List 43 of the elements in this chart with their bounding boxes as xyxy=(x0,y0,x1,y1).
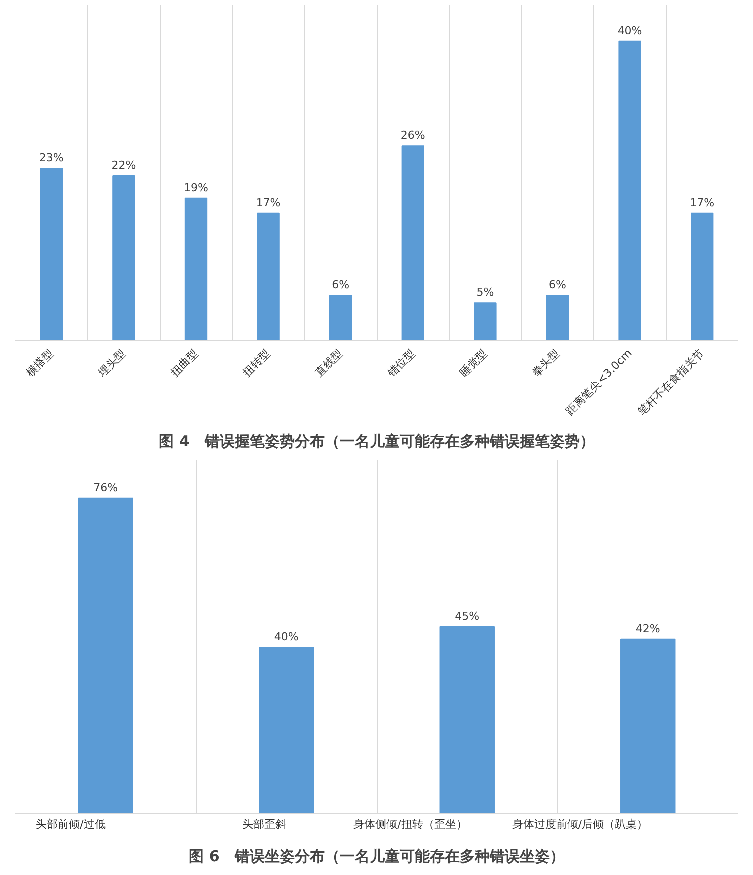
data-label: 6% xyxy=(549,278,566,292)
data-label: 17% xyxy=(256,196,281,210)
x-tick-label: 错位型 xyxy=(384,346,418,380)
bar xyxy=(257,212,280,340)
text: 图 6 错误坐姿分布（一名儿童可能存在多种错误坐姿） xyxy=(189,848,565,866)
data-label: 6% xyxy=(332,278,350,292)
x-tick-label: 笔杆不在食指关节 xyxy=(636,346,707,418)
x-tick-label: 头部前倾/过低 xyxy=(36,818,106,831)
x-tick-label: 头部歪斜 xyxy=(242,818,287,831)
x-tick-label: 睡觉型 xyxy=(458,346,490,380)
x-tick-label: 身体侧倾/扭转（歪坐） xyxy=(354,818,468,831)
bar xyxy=(259,647,314,814)
x-tick-label: 埋头型 xyxy=(95,346,129,380)
x-tick-label: 直线型 xyxy=(312,346,346,380)
data-label: 40% xyxy=(618,24,642,38)
data-label: 5% xyxy=(476,286,494,300)
data-label: 42% xyxy=(636,622,660,636)
x-tick-label: 拳头型 xyxy=(530,346,562,380)
text: 图 4 错误握笔姿势分布（一名儿童可能存在多种错误握笔姿势） xyxy=(159,432,595,450)
bar xyxy=(330,295,352,340)
x-tick-label: 扭转型 xyxy=(240,346,274,380)
data-label: 76% xyxy=(94,481,118,494)
x-tick-label: 扭曲型 xyxy=(168,346,201,380)
bar xyxy=(78,498,134,814)
bar xyxy=(112,175,136,340)
bar xyxy=(691,212,714,340)
bar xyxy=(620,638,676,814)
data-label: 40% xyxy=(274,630,299,644)
data-label: 22% xyxy=(112,158,136,172)
x-tick-label: 横搭型 xyxy=(24,346,56,380)
bar xyxy=(40,168,63,340)
bar xyxy=(184,198,208,340)
data-label: 26% xyxy=(400,129,426,142)
data-label: 23% xyxy=(39,152,64,165)
bar xyxy=(546,295,570,340)
bar xyxy=(402,146,424,340)
bar xyxy=(618,40,642,340)
x-tick-label: 身体过度前倾/后倾（趴桌） xyxy=(512,818,648,831)
data-label: 45% xyxy=(455,610,480,623)
data-label: 19% xyxy=(184,181,208,194)
bar xyxy=(440,626,495,814)
data-label: 17% xyxy=(690,196,715,210)
bar xyxy=(474,302,497,340)
